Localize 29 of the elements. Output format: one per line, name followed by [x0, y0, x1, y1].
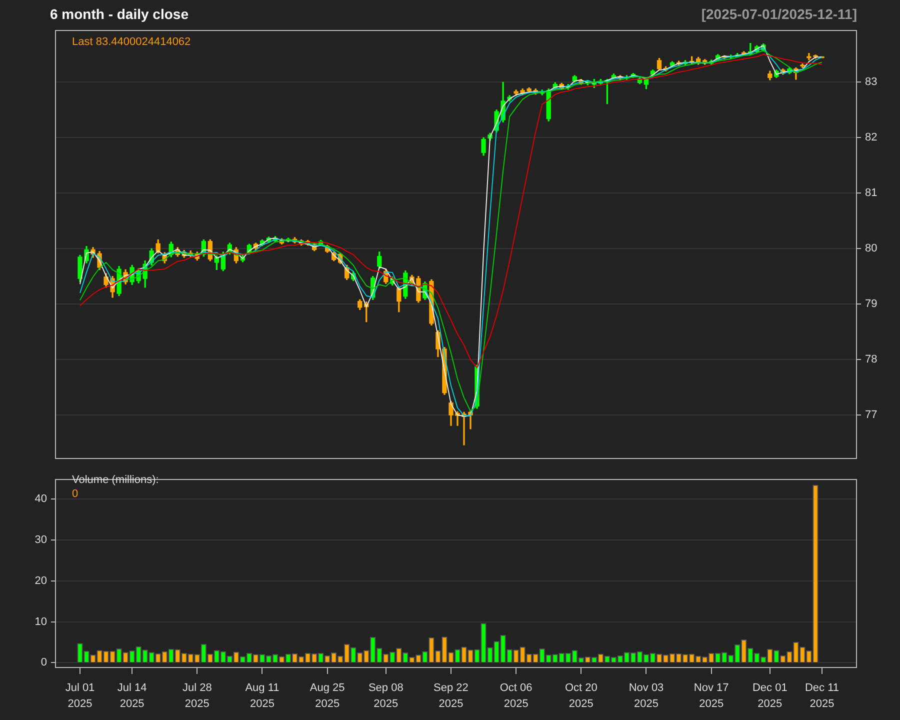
y-tick-label: 30 — [34, 534, 47, 546]
x-tick-label: Dec 11 2025 — [804, 682, 840, 710]
x-tick-label: Sep 22 2025 — [434, 682, 468, 710]
annotation: Last 83.4400024414062 — [72, 36, 191, 49]
x-tick-label: Nov 03 2025 — [628, 682, 664, 710]
y-tick-label: 82 — [865, 132, 878, 144]
x-tick-label: Sep 08 2025 — [368, 682, 404, 710]
x-tick-label: Oct 06 2025 — [500, 682, 532, 710]
y-tick-label: 79 — [865, 298, 878, 310]
chart-title: 6 month - daily close — [50, 6, 188, 22]
x-tick-label: Jul 01 2025 — [65, 682, 95, 710]
x-tick-label: Oct 20 2025 — [564, 682, 598, 710]
y-tick-label: 80 — [865, 242, 878, 255]
y-tick-label: 81 — [865, 187, 878, 200]
x-tick-label: Jul 14 2025 — [117, 682, 147, 710]
y-tick-label: 83 — [865, 76, 878, 88]
x-tick-label: Aug 25 2025 — [310, 682, 345, 710]
y-tick-label: 40 — [34, 493, 47, 506]
y-tick-label: 20 — [34, 574, 47, 587]
y-tick-label: 77 — [865, 409, 878, 422]
y-tick-label: 78 — [865, 354, 878, 366]
y-tick-label: 10 — [34, 616, 47, 628]
x-tick-label: Aug 11 2025 — [245, 682, 280, 710]
x-tick-label: Jul 28 2025 — [182, 682, 212, 710]
chart-subtitle: [2025-07-01/2025-12-11] — [701, 6, 857, 22]
x-tick-label: Nov 17 2025 — [694, 682, 729, 710]
x-tick-label: Dec 01 2025 — [752, 682, 788, 710]
y-tick-label: 0 — [40, 656, 47, 669]
annotation: 0 — [72, 488, 78, 501]
